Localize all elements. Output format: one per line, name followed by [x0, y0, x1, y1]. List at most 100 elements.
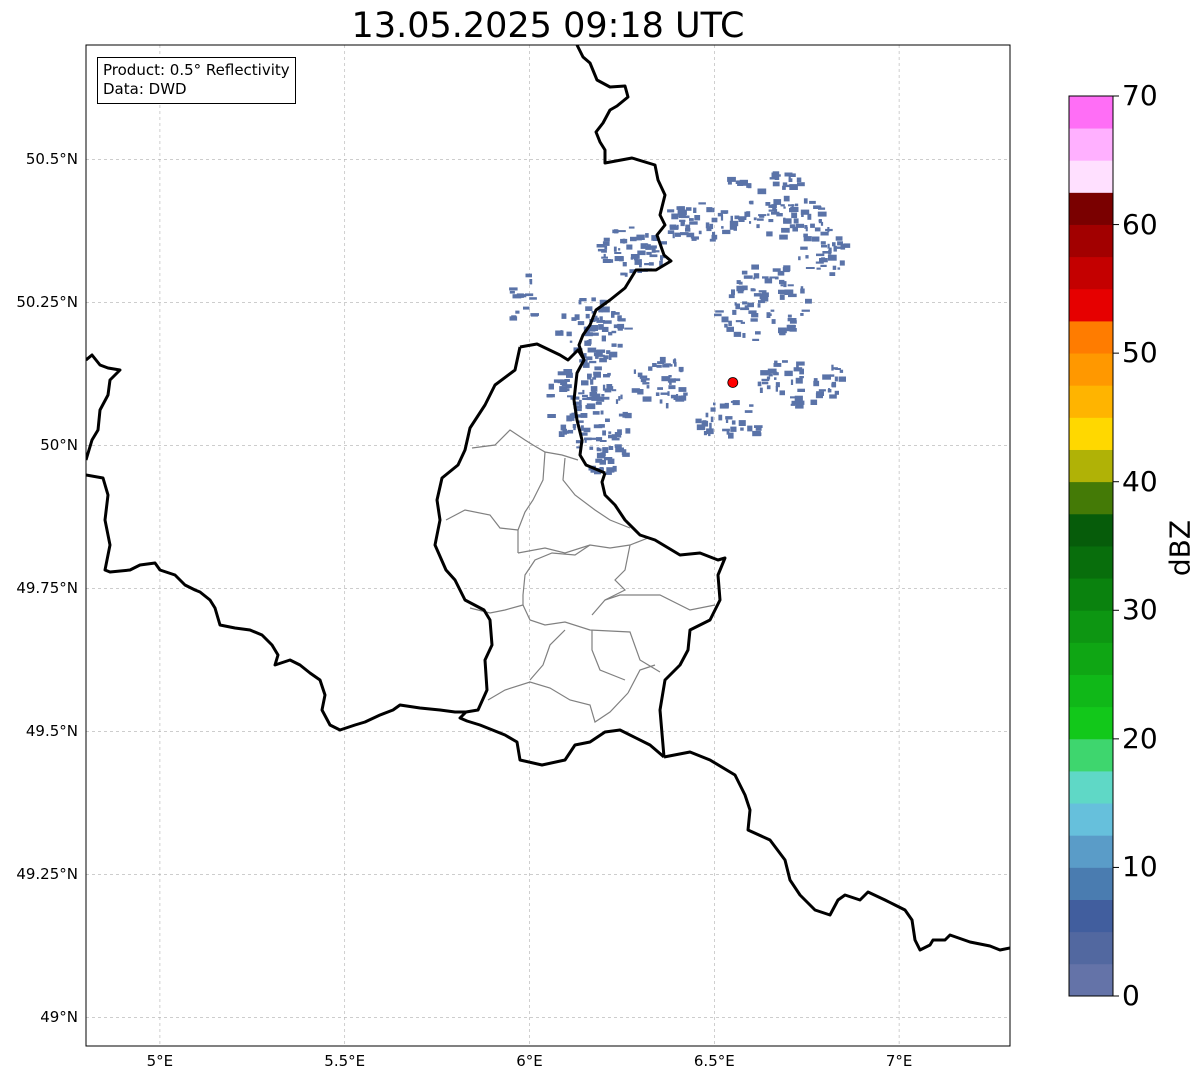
echo-cell [771, 211, 780, 215]
echo-cell [829, 272, 836, 276]
echo-cell [561, 380, 568, 387]
echo-cell [770, 204, 777, 208]
echo-cell [589, 325, 598, 331]
echo-cell [765, 202, 771, 206]
echo-cell [547, 414, 556, 418]
echo-cell [762, 381, 769, 385]
echo-cell [624, 272, 628, 277]
echo-cell [816, 391, 824, 396]
echo-cell [685, 228, 691, 232]
echo-cell [622, 452, 630, 457]
echo-cell [772, 268, 781, 272]
echo-cell [617, 326, 623, 331]
echo-cell [604, 471, 612, 475]
echo-cell [803, 236, 812, 242]
echo-cell [790, 206, 799, 212]
lon-tick-label: 6.5°E [693, 1052, 735, 1070]
echo-cell [637, 250, 646, 256]
border-belgium-netherlands [86, 353, 122, 461]
echo-cell [713, 402, 716, 406]
colorbar-segment [1069, 610, 1113, 643]
echo-cell [608, 446, 614, 450]
colorbar-segment [1069, 642, 1113, 675]
echo-cell [706, 207, 713, 213]
lat-tick-label: 50.25°N [16, 293, 78, 312]
echo-cell [685, 224, 691, 230]
lat-tick-label: 49.25°N [16, 865, 78, 884]
echo-cell [602, 384, 606, 391]
echo-cell [832, 265, 837, 270]
echo-cell [560, 424, 567, 431]
echo-cell [768, 231, 772, 234]
echo-cell [703, 431, 707, 436]
echo-cell [596, 354, 605, 357]
echo-cell [827, 254, 837, 261]
echo-cell [571, 317, 577, 321]
echo-cell [577, 420, 584, 423]
echo-cell [752, 338, 760, 341]
echo-cell [788, 178, 793, 182]
echo-cell [733, 331, 742, 337]
echo-cell [749, 221, 752, 224]
echo-cell [818, 219, 822, 222]
echo-cell [611, 312, 615, 318]
colorbar-segment [1069, 192, 1113, 225]
echo-cell [819, 258, 828, 263]
echo-cell [794, 395, 803, 402]
echo-cell [709, 238, 716, 242]
echo-cell [717, 212, 723, 217]
echo-cell [564, 430, 569, 434]
echo-cell [791, 212, 798, 219]
echo-cell [596, 320, 605, 323]
echo-cell [693, 207, 697, 213]
colorbar-segment [1069, 256, 1113, 290]
echo-cell [621, 449, 627, 456]
echo-cell [805, 226, 808, 232]
echo-cell [649, 254, 658, 258]
echo-cell [589, 446, 594, 450]
colorbar-segment [1069, 963, 1113, 997]
echo-cell [743, 275, 753, 279]
echo-cell [578, 299, 582, 305]
echo-cell [599, 357, 607, 363]
echo-cell [779, 294, 785, 300]
echo-cell [843, 243, 851, 248]
echo-cell [600, 299, 607, 306]
echo-cell [729, 220, 739, 227]
colorbar-segment [1069, 417, 1113, 450]
echo-cell [646, 244, 651, 247]
echo-cell [601, 394, 605, 397]
echo-cell [746, 183, 752, 188]
echo-cell [788, 293, 797, 298]
echo-cell [606, 386, 614, 391]
echo-cell [613, 246, 617, 252]
country-borders [86, 45, 1010, 952]
echo-cell [759, 215, 765, 218]
echo-cell [833, 245, 837, 252]
echo-cell [572, 401, 581, 405]
echo-cell [575, 440, 584, 444]
echo-cell [789, 224, 796, 229]
echo-cell [822, 251, 830, 254]
echo-cell [634, 259, 642, 265]
echo-cell [725, 419, 729, 423]
echo-cell [660, 392, 669, 395]
lon-tick-label: 5°E [146, 1052, 174, 1070]
echo-cell [591, 311, 595, 314]
echo-cell [595, 401, 602, 405]
echo-cell [598, 307, 604, 313]
echo-cell [820, 241, 826, 245]
echo-cell [665, 403, 669, 409]
echo-cell [614, 312, 620, 315]
echo-cell [587, 347, 597, 353]
echo-cell [810, 399, 818, 405]
echo-cell [786, 324, 790, 331]
echo-cell [757, 381, 762, 387]
echo-cell [768, 219, 774, 223]
echo-cell [751, 313, 759, 318]
echo-cell [793, 218, 799, 224]
echo-cell [773, 363, 782, 367]
echo-cell [816, 253, 825, 257]
echo-cell [730, 400, 737, 403]
colorbar-tick-label: 20 [1122, 721, 1158, 755]
